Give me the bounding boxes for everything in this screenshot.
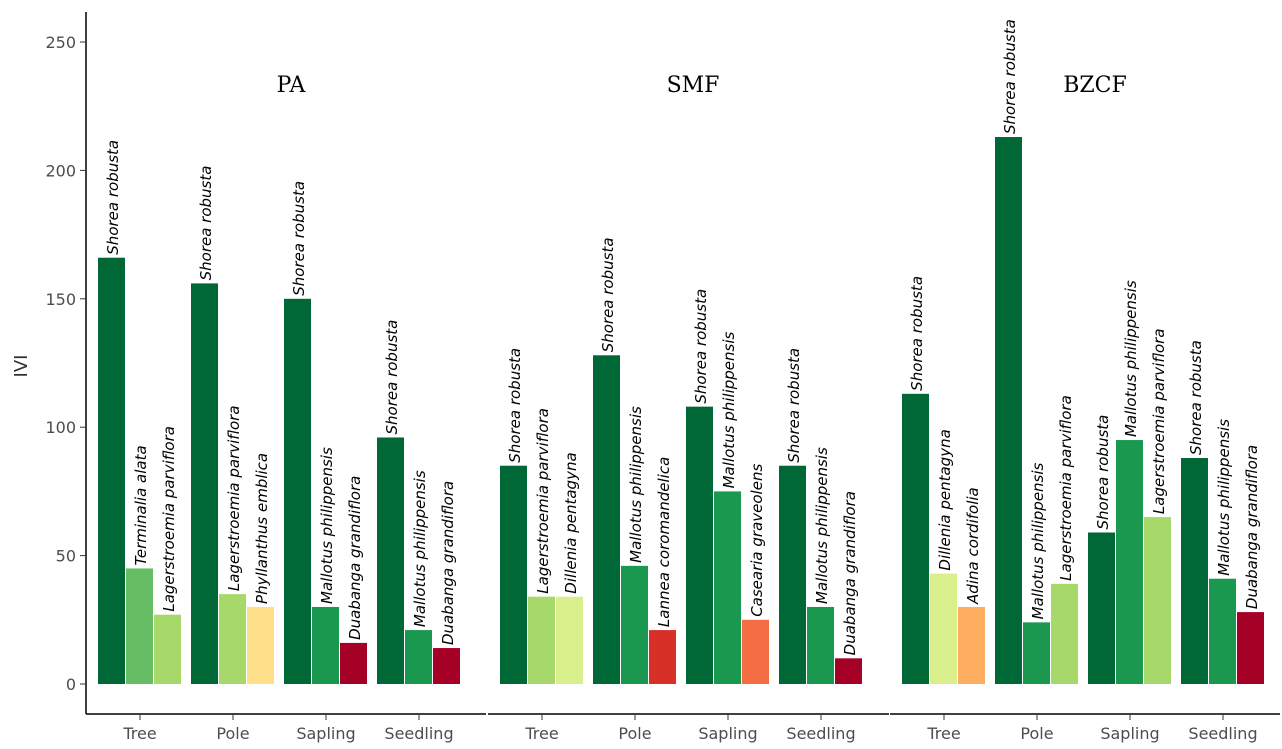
- bar: [1144, 517, 1171, 684]
- bar: [902, 393, 929, 684]
- bar-species-label: Dillenia pentagyna: [562, 452, 580, 593]
- panel-title: BZCF: [1063, 73, 1127, 98]
- bar-species-label: Duabanga grandiflora: [346, 476, 364, 640]
- panel-title: PA: [277, 73, 307, 98]
- bar: [779, 465, 806, 684]
- x-tick-label: Pole: [216, 724, 249, 743]
- bar-species-label: Shorea robusta: [506, 348, 524, 463]
- bar-species-label: Mallotus philippensis: [627, 406, 645, 563]
- bar: [1116, 440, 1143, 684]
- bar: [742, 619, 769, 684]
- bar: [649, 630, 676, 684]
- bar: [1051, 583, 1078, 684]
- bar: [714, 491, 741, 684]
- bar: [377, 437, 404, 684]
- x-tick-label: Sapling: [698, 724, 757, 743]
- bar: [312, 606, 339, 684]
- y-axis-title: IVI: [11, 355, 32, 378]
- bar-species-label: Shorea robusta: [1187, 340, 1205, 455]
- bar: [247, 606, 274, 684]
- bar-species-label: Duabanga grandiflora: [439, 481, 457, 645]
- bar: [807, 606, 834, 684]
- bar-species-label: Shorea robusta: [197, 166, 215, 281]
- bar-species-label: Lagerstroemia parviflora: [160, 426, 178, 612]
- x-tick-label: Sapling: [1100, 724, 1159, 743]
- bar: [593, 355, 620, 684]
- bar-species-label: Mallotus philippensis: [1122, 280, 1140, 437]
- bar: [340, 642, 367, 684]
- bar-species-label: Mallotus philippensis: [1215, 419, 1233, 576]
- bar-species-label: Shorea robusta: [290, 181, 308, 296]
- bar-species-label: Shorea robusta: [383, 320, 401, 435]
- labels-layer: PA Shorea robusta Terminalia alata Lagerstr…: [104, 19, 1261, 655]
- bar: [1023, 622, 1050, 684]
- bar: [835, 658, 862, 684]
- bar-species-label: Mallotus philippensis: [411, 470, 429, 627]
- y-tick-label: 150: [45, 290, 76, 309]
- bar: [219, 594, 246, 684]
- bar: [1237, 612, 1264, 684]
- bar: [126, 568, 153, 684]
- bar-species-label: Shorea robusta: [908, 276, 926, 391]
- bar: [284, 298, 311, 684]
- bar: [433, 648, 460, 684]
- bar-species-label: Shorea robusta: [1001, 19, 1019, 134]
- bar: [958, 606, 985, 684]
- bar-species-label: Shorea robusta: [785, 348, 803, 463]
- y-tick-label: 100: [45, 418, 76, 437]
- x-tick-label: Seedling: [786, 724, 855, 743]
- axes-layer: 0 50 100 150 200 250 Tree Pole Sapling Seedling Tr…: [45, 12, 1280, 743]
- bar-species-label: Shorea robusta: [599, 237, 617, 352]
- bar: [995, 137, 1022, 685]
- bar: [98, 257, 125, 684]
- panel-title: SMF: [667, 73, 720, 98]
- bar: [191, 283, 218, 684]
- y-tick-label: 0: [66, 675, 76, 694]
- bar-species-label: Terminalia alata: [132, 445, 150, 565]
- bar-species-label: Lagerstroemia parviflora: [1057, 395, 1075, 581]
- x-tick-label: Sapling: [296, 724, 355, 743]
- bar-species-label: Adina cordifolia: [964, 487, 982, 605]
- bar: [1209, 578, 1236, 684]
- bar-species-label: Mallotus philippensis: [813, 447, 831, 604]
- bar: [528, 596, 555, 684]
- bar: [930, 573, 957, 684]
- y-tick-label: 50: [56, 547, 76, 566]
- bar: [556, 596, 583, 684]
- y-tick-label: 200: [45, 161, 76, 180]
- x-tick-label: Pole: [1020, 724, 1053, 743]
- x-tick-label: Tree: [122, 724, 156, 743]
- bar-species-label: Casearia graveolens: [748, 464, 766, 617]
- bar-species-label: Mallotus philippensis: [318, 447, 336, 604]
- x-tick-label: Tree: [926, 724, 960, 743]
- bar-species-label: Phyllanthus emblica: [253, 453, 271, 604]
- bar-species-label: Lagerstroemia parviflora: [1150, 328, 1168, 514]
- y-tick-label: 250: [45, 33, 76, 52]
- bar-species-label: Shorea robusta: [104, 140, 122, 255]
- bar: [686, 406, 713, 684]
- bar: [1088, 532, 1115, 684]
- bar-species-label: Mallotus philippensis: [1029, 462, 1047, 619]
- bar: [405, 630, 432, 684]
- bar-species-label: Lannea coromandelica: [655, 457, 673, 627]
- bar: [500, 465, 527, 684]
- bar: [154, 614, 181, 684]
- x-tick-label: Seedling: [1188, 724, 1257, 743]
- bar-species-label: Duabanga grandiflora: [841, 491, 859, 655]
- bar: [1181, 458, 1208, 684]
- bar-species-label: Duabanga grandiflora: [1243, 445, 1261, 609]
- bar-species-label: Lagerstroemia parviflora: [225, 405, 243, 591]
- bar-species-label: Shorea robusta: [692, 289, 710, 404]
- x-tick-label: Tree: [524, 724, 558, 743]
- bar-species-label: Shorea robusta: [1094, 415, 1112, 530]
- x-tick-label: Seedling: [384, 724, 453, 743]
- bar: [621, 565, 648, 684]
- bar-species-label: Lagerstroemia parviflora: [534, 408, 552, 594]
- x-tick-label: Pole: [618, 724, 651, 743]
- bar-species-label: Dillenia pentagyna: [936, 429, 954, 570]
- bars-layer: [98, 137, 1264, 685]
- bar-species-label: Mallotus philippensis: [720, 331, 738, 488]
